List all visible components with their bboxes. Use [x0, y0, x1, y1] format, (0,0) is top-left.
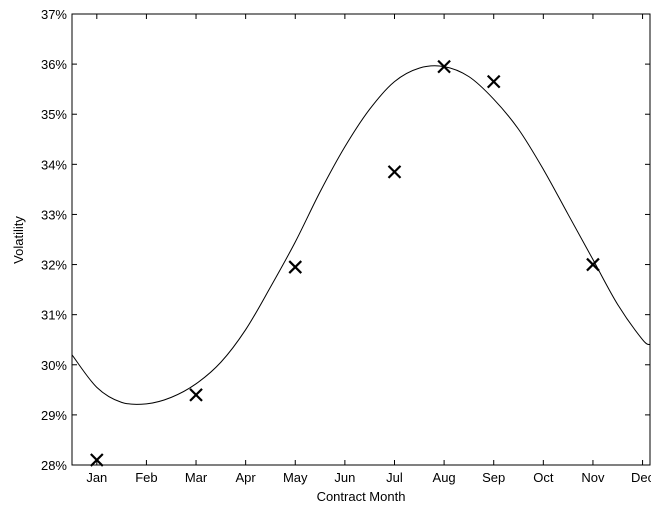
y-tick-label: 33% [41, 207, 67, 222]
y-tick-label: 31% [41, 308, 67, 323]
data-point-marker [437, 59, 451, 74]
data-point-marker [387, 165, 402, 179]
y-tick-label: 37% [41, 7, 67, 22]
y-tick-label: 36% [41, 57, 67, 72]
y-tick-label: 29% [41, 408, 67, 423]
fitted-curve [72, 65, 650, 405]
x-tick-label: Mar [185, 470, 208, 485]
x-tick-label: Jun [334, 470, 355, 485]
x-tick-label: Sep [482, 470, 505, 485]
data-point-marker [90, 453, 104, 467]
x-axis-label: Contract Month [317, 489, 406, 504]
data-point-marker [486, 74, 501, 89]
x-tick-label: Jul [386, 470, 403, 485]
x-tick-label: Aug [433, 470, 456, 485]
x-tick-label: Apr [236, 470, 257, 485]
data-point-marker [288, 260, 303, 274]
data-markers-layer [90, 59, 600, 467]
x-tick-label: Nov [581, 470, 605, 485]
plot-frame [71, 13, 651, 466]
fitted-curve-layer [72, 65, 650, 405]
y-tick-label: 34% [41, 157, 67, 172]
y-axis-label: Volatility [11, 216, 26, 264]
x-tick-label: Jan [86, 470, 107, 485]
axis-ticks: Jan Feb Mar Apr May Jun Jul Aug Sep Oct Nov Dec 28% 2… [41, 7, 651, 485]
x-tick-label: May [283, 470, 308, 485]
data-point-marker [586, 257, 600, 272]
x-tick-label: Oct [533, 470, 554, 485]
data-point-marker [189, 388, 203, 402]
y-tick-label: 32% [41, 258, 67, 273]
x-tick-label: Feb [135, 470, 157, 485]
y-tick-label: 35% [41, 107, 67, 122]
x-tick-label: Dec [631, 470, 651, 485]
y-tick-label: 28% [41, 458, 67, 473]
y-tick-label: 30% [41, 358, 67, 373]
